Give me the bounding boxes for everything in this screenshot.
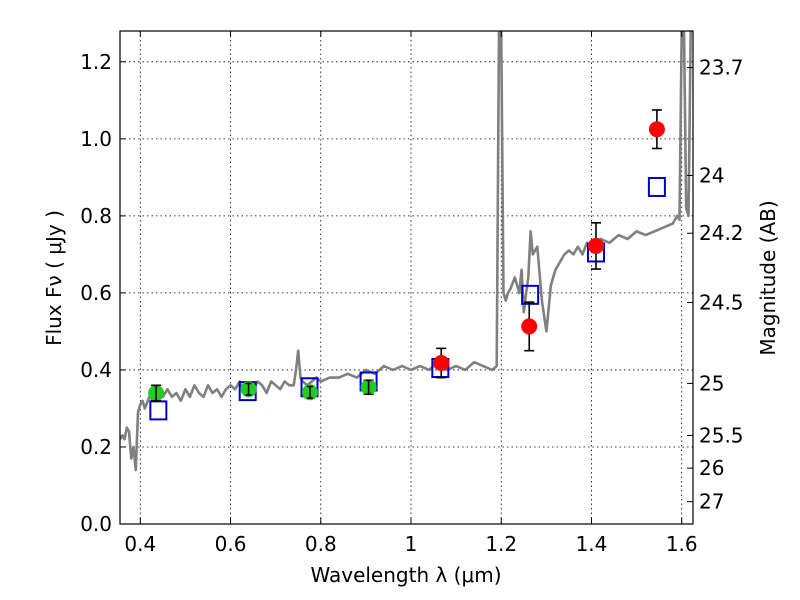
y-tick-label: 0.8 xyxy=(80,204,112,228)
x-tick-label: 0.8 xyxy=(305,532,337,556)
right-tick-label: 24 xyxy=(699,163,724,187)
x-tick-label: 0.4 xyxy=(124,532,156,556)
y-tick-label: 1.0 xyxy=(80,127,112,151)
model-square-marker xyxy=(521,284,540,305)
x-tick-label: 1.6 xyxy=(666,532,698,556)
grid-lines xyxy=(120,31,693,525)
y-tick-label: 0.0 xyxy=(80,512,112,536)
right-tick-label: 27 xyxy=(699,490,724,514)
x-axis-label: Wavelength λ (μm) xyxy=(310,563,501,587)
y-tick-label: 0.4 xyxy=(80,358,112,382)
data-point-marker xyxy=(587,237,604,254)
right-tick-label: 26 xyxy=(699,456,724,480)
right-tick-label: 24.2 xyxy=(699,221,744,245)
x-tick-label: 1.2 xyxy=(485,532,517,556)
data-point-marker xyxy=(648,121,665,138)
plot-area xyxy=(120,31,693,472)
y-axis-right-label: Magnitude (AB) xyxy=(756,200,780,355)
right-tick-label: 23.7 xyxy=(699,56,744,80)
model-square-marker xyxy=(149,400,168,421)
plot-frame xyxy=(119,30,694,525)
x-tick-label: 1 xyxy=(405,532,418,556)
y-tick-label: 0.6 xyxy=(80,281,112,305)
y-axis-label: Flux Fν ( μJy ) xyxy=(42,210,66,346)
x-tick-label: 1.4 xyxy=(576,532,608,556)
right-tick-label: 25 xyxy=(699,371,724,395)
right-tick-label: 24.5 xyxy=(699,291,744,315)
y-tick-label: 1.2 xyxy=(80,50,112,74)
y-tick-label: 0.2 xyxy=(80,435,112,459)
data-point-marker xyxy=(521,318,538,335)
spectrum-line xyxy=(120,31,693,472)
model-square-marker xyxy=(647,176,666,197)
axis-ticks: 0.4 0.6 0.8 1 1.2 1.4 1.6 0.0 0.2 0.4 0.6 0.8 1.0 1.2… xyxy=(80,31,744,556)
data-point-marker xyxy=(433,355,450,372)
right-tick-label: 25.5 xyxy=(699,423,744,447)
x-tick-label: 0.6 xyxy=(215,532,247,556)
